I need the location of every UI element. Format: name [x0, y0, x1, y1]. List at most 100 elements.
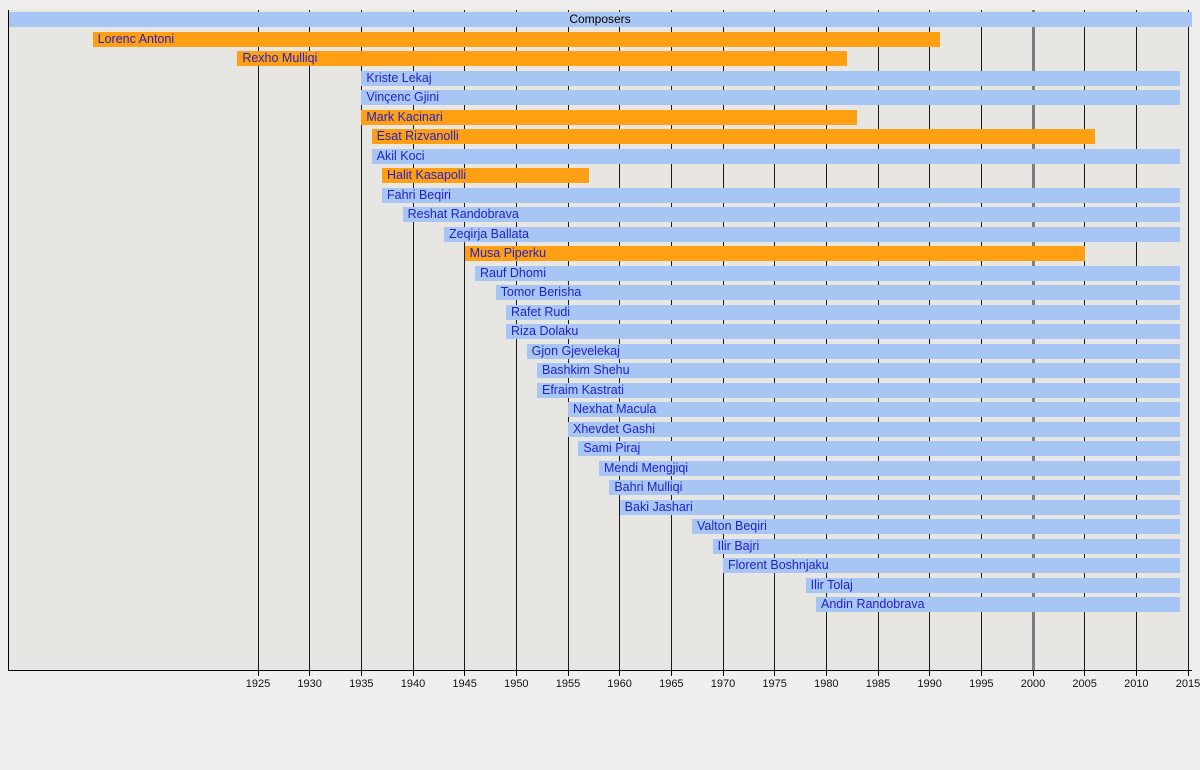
- axis-tick-label-1990: 1990: [917, 678, 942, 690]
- composer-name-label[interactable]: Ilir Bajri: [717, 538, 760, 553]
- axis-tick-label-1950: 1950: [504, 678, 529, 690]
- axis-tick-label-1935: 1935: [349, 678, 374, 690]
- axis-tick-label-2000: 2000: [1020, 678, 1046, 690]
- timeline-bar-gjon-gjevelekaj[interactable]: Gjon Gjevelekaj: [526, 343, 1180, 359]
- timeline-bar-musa-piperku[interactable]: Musa Piperku: [464, 246, 1085, 261]
- composer-name-label[interactable]: Nexhat Macula: [573, 402, 657, 416]
- gridline-1925: [257, 10, 259, 670]
- gridline-2005: [1084, 10, 1086, 670]
- gridline-1965: [670, 10, 672, 670]
- timeline-bar-bahri-mulliqi[interactable]: Bahri Mulliqi: [609, 480, 1180, 495]
- timeline-bar-ilir-tolaj[interactable]: Ilir Tolaj: [805, 577, 1180, 593]
- timeline-bar-kriste-lekaj[interactable]: Kriste Lekaj: [361, 70, 1180, 86]
- timeline-bar-rauf-dhomi[interactable]: Rauf Dhomi: [475, 265, 1180, 281]
- composer-name-label[interactable]: Reshat Randobrava: [407, 207, 519, 221]
- axis-tick-label-1930: 1930: [297, 678, 322, 690]
- composer-name-label[interactable]: Ilir Tolaj: [810, 577, 853, 592]
- composer-name-label[interactable]: Gjon Gjevelekaj: [531, 343, 620, 358]
- timeline-bar-efraim-kastrati[interactable]: Efraim Kastrati: [537, 382, 1180, 398]
- timeline-bar-riza-dolaku[interactable]: Riza Dolaku: [506, 324, 1180, 339]
- gridline-1950: [515, 10, 517, 670]
- composer-name-label[interactable]: Halit Kasapolli: [387, 168, 467, 182]
- timeline-bar-rafet-rudi[interactable]: Rafet Rudi: [506, 304, 1180, 320]
- timeline-bar-tomor-berisha[interactable]: Tomor Berisha: [495, 285, 1180, 300]
- axis-tick-label-1985: 1985: [865, 678, 891, 690]
- gridline-1935: [360, 10, 362, 670]
- composer-name-label[interactable]: Valton Beqiri: [697, 519, 767, 533]
- axis-tick-label-1995: 1995: [969, 678, 994, 690]
- axis-tick-label-2010: 2010: [1124, 678, 1149, 690]
- composer-name-label[interactable]: Tomor Berisha: [500, 285, 582, 299]
- composer-name-label[interactable]: Florent Boshnjaku: [728, 558, 829, 572]
- timeline-bar-mendi-mengjiqi[interactable]: Mendi Mengjiqi: [599, 460, 1180, 476]
- composer-name-label[interactable]: Akil Koci: [376, 148, 425, 163]
- composer-name-label[interactable]: Xhevdet Gashi: [573, 421, 655, 436]
- chart-title-bar: Composers: [8, 12, 1192, 27]
- timeline-bar-rexho-mulliqi[interactable]: Rexho Mulliqi: [237, 51, 847, 66]
- timeline-bar-bashkim-shehu[interactable]: Bashkim Shehu: [537, 363, 1180, 378]
- gridline-1960: [619, 10, 621, 670]
- composer-name-label[interactable]: Rafet Rudi: [511, 304, 571, 319]
- composer-name-label[interactable]: Lorenc Antoni: [97, 31, 175, 46]
- axis-tick-1950: [515, 671, 517, 676]
- gridline-1980: [825, 10, 827, 670]
- timeline-bar-reshat-randobrava[interactable]: Reshat Randobrava: [402, 207, 1180, 222]
- composer-name-label[interactable]: Kriste Lekaj: [366, 70, 432, 85]
- timeline-bar-vincenc-gjini[interactable]: Vinçenc Gjini: [361, 90, 1180, 105]
- composer-name-label[interactable]: Mendi Mengjiqi: [604, 460, 689, 475]
- composer-name-label[interactable]: Baki Jashari: [624, 499, 693, 514]
- composer-name-label[interactable]: Vinçenc Gjini: [366, 90, 440, 104]
- axis-tick-label-1960: 1960: [607, 678, 632, 690]
- timeline-bar-lorenc-antoni[interactable]: Lorenc Antoni: [92, 31, 940, 47]
- timeline-bar-mark-kacinari[interactable]: Mark Kacinari: [361, 109, 858, 125]
- composer-name-label[interactable]: Sami Piraj: [583, 441, 641, 455]
- timeline-bar-ilir-bajri[interactable]: Ilir Bajri: [712, 538, 1180, 554]
- timeline-bar-halit-kasapolli[interactable]: Halit Kasapolli: [382, 168, 589, 183]
- gridline-1970: [722, 10, 724, 670]
- timeline-bar-florent-boshnjaku[interactable]: Florent Boshnjaku: [723, 558, 1180, 573]
- chart-title: Composers: [569, 12, 631, 26]
- gridline-1945: [464, 10, 466, 670]
- composer-name-label[interactable]: Efraim Kastrati: [542, 382, 624, 397]
- composer-name-label[interactable]: Mark Kacinari: [366, 109, 443, 124]
- timeline-bar-xhevdet-gashi[interactable]: Xhevdet Gashi: [568, 421, 1180, 437]
- timeline-bar-valton-beqiri[interactable]: Valton Beqiri: [692, 519, 1180, 534]
- composer-name-label[interactable]: Andin Randobrava: [821, 597, 925, 611]
- marker-line-2000: [1031, 10, 1035, 670]
- plot-bottom-border: [8, 670, 1192, 671]
- axis-tick-1995: [980, 671, 982, 676]
- timeline-bar-fahri-beqiri[interactable]: Fahri Beqiri: [382, 187, 1180, 203]
- composer-name-label[interactable]: Musa Piperku: [469, 246, 547, 260]
- timeline-bar-andin-randobrava[interactable]: Andin Randobrava: [816, 597, 1180, 612]
- gridline-1930: [309, 10, 311, 670]
- composer-name-label[interactable]: Bashkim Shehu: [542, 363, 630, 377]
- axis-tick-label-2015: 2015: [1175, 678, 1200, 690]
- timeline-bar-esat-rizvanolli[interactable]: Esat Rizvanolli: [371, 129, 1095, 144]
- gridline-2015: [1187, 10, 1189, 670]
- timeline-bar-zeqirja-ballata[interactable]: Zeqirja Ballata: [444, 226, 1180, 242]
- composer-name-label[interactable]: Rauf Dhomi: [480, 265, 546, 280]
- composer-name-label[interactable]: Esat Rizvanolli: [376, 129, 459, 143]
- axis-tick-label-1965: 1965: [659, 678, 684, 690]
- axis-tick-2015: [1187, 671, 1189, 676]
- timeline-bar-sami-piraj[interactable]: Sami Piraj: [578, 441, 1180, 456]
- axis-tick-1975: [774, 671, 776, 676]
- axis-tick-1935: [360, 671, 362, 676]
- axis-tick-label-1940: 1940: [400, 678, 426, 690]
- composer-name-label[interactable]: Fahri Beqiri: [387, 187, 451, 202]
- axis-tick-2005: [1084, 671, 1086, 676]
- composer-name-label[interactable]: Riza Dolaku: [511, 324, 579, 338]
- axis-tick-label-2005: 2005: [1072, 678, 1097, 690]
- timeline-bar-nexhat-macula[interactable]: Nexhat Macula: [568, 402, 1180, 417]
- axis-tick-1955: [567, 671, 569, 676]
- axis-tick-1970: [722, 671, 724, 676]
- timeline-bar-akil-koci[interactable]: Akil Koci: [371, 148, 1180, 164]
- composer-name-label[interactable]: Rexho Mulliqi: [242, 51, 318, 65]
- gridline-1940: [412, 10, 414, 670]
- composer-name-label[interactable]: Zeqirja Ballata: [449, 226, 529, 241]
- plot-left-border: [8, 10, 9, 670]
- timeline-bar-baki-jashari[interactable]: Baki Jashari: [619, 499, 1180, 515]
- composer-name-label[interactable]: Bahri Mulliqi: [614, 480, 683, 494]
- gridline-1985: [877, 10, 879, 670]
